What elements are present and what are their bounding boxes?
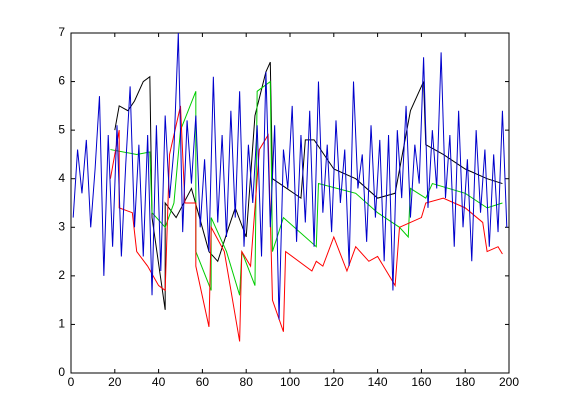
x-tick-label: 120 xyxy=(324,375,344,389)
x-tick-label: 60 xyxy=(196,375,210,389)
x-tick-label: 140 xyxy=(368,375,388,389)
y-tick-label: 1 xyxy=(58,317,65,331)
x-tick-label: 20 xyxy=(108,375,122,389)
x-tick-label: 160 xyxy=(411,375,431,389)
x-tick-label: 180 xyxy=(455,375,475,389)
y-tick-label: 4 xyxy=(58,171,65,185)
x-tick-label: 100 xyxy=(280,375,300,389)
y-tick-label: 6 xyxy=(58,74,65,88)
y-tick-label: 3 xyxy=(58,219,65,233)
x-tick-label: 40 xyxy=(152,375,166,389)
y-tick-label: 0 xyxy=(58,365,65,379)
data-line xyxy=(72,32,508,320)
x-tick-label: 0 xyxy=(68,375,75,389)
data-line xyxy=(110,80,503,296)
plot-area xyxy=(70,32,510,374)
x-tick-label: 200 xyxy=(499,375,519,389)
y-tick-label: 7 xyxy=(58,25,65,39)
y-tick-label: 2 xyxy=(58,268,65,282)
data-line xyxy=(114,61,503,310)
y-tick-label: 5 xyxy=(58,122,65,136)
x-tick-label: 80 xyxy=(240,375,254,389)
